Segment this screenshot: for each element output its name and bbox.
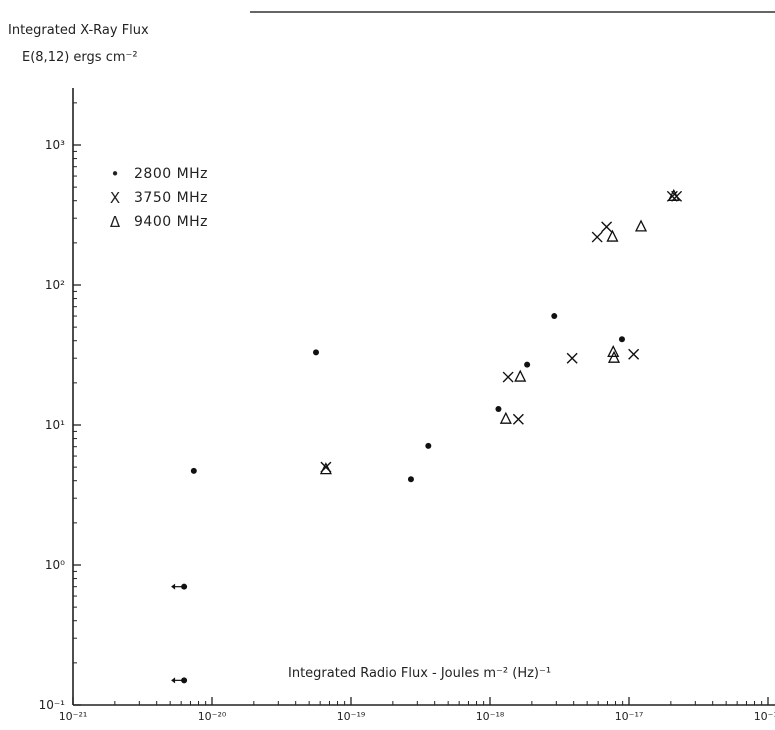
point-3750mhz	[502, 371, 514, 383]
legend-entry-3750: X 3750 MHz	[100, 186, 208, 210]
point-2800mhz	[190, 467, 197, 474]
point-9400mhz	[606, 229, 619, 242]
point-3750mhz	[591, 231, 603, 243]
point-2800mhz	[618, 336, 625, 343]
y-axis-label-line-2: E(8,12) ergs cm⁻²	[22, 50, 138, 65]
upper-limit-arrow-head	[171, 583, 176, 590]
y-tick-label: 10⁻¹	[39, 698, 66, 712]
point-3750mhz	[566, 352, 578, 364]
x-tick-label: 10⁻¹⁶	[754, 710, 775, 723]
x-tick-label: 10⁻²¹	[59, 710, 88, 723]
legend-dot-marker: •	[110, 165, 120, 183]
point-9400mhz	[667, 188, 680, 201]
point-9400mhz	[634, 219, 648, 232]
point-2800mhz	[407, 476, 414, 483]
point-3750mhz	[512, 413, 524, 425]
y-tick-label: 10²	[45, 278, 65, 292]
point-2800mhz	[524, 361, 531, 368]
y-tick-label: 10¹	[45, 418, 65, 432]
x-tick-label: 10⁻¹⁸	[476, 710, 505, 723]
x-tick-label: 10⁻²⁰	[198, 710, 227, 723]
upper-limit-arrow-head	[171, 677, 176, 684]
x-axis-label: Integrated Radio Flux - Joules m⁻² (Hz)⁻…	[288, 666, 552, 681]
x-tick-label: 10⁻¹⁷	[615, 710, 644, 723]
point-2800mhz	[181, 583, 188, 590]
y-tick-label: 10³	[45, 138, 65, 152]
legend-label-3750: 3750 MHz	[134, 190, 209, 206]
point-2800mhz	[495, 406, 502, 413]
legend-triangle-marker: Δ	[109, 213, 121, 231]
point-3750mhz	[628, 348, 640, 360]
point-3750mhz	[601, 221, 613, 233]
legend: • 2800 MHz X 3750 MHz Δ 9400 MHz	[100, 162, 208, 234]
legend-x-marker: X	[109, 189, 121, 207]
legend-entry-9400: Δ 9400 MHz	[100, 210, 208, 234]
point-9400mhz	[607, 344, 620, 358]
point-2800mhz	[312, 349, 319, 356]
point-2800mhz	[551, 313, 558, 320]
point-2800mhz	[425, 442, 432, 449]
y-tick-label: 10⁰	[45, 558, 65, 572]
point-9400mhz	[514, 369, 527, 382]
point-2800mhz	[181, 677, 188, 684]
point-9400mhz	[499, 411, 512, 424]
legend-label-2800: 2800 MHz	[134, 166, 209, 182]
point-9400mhz	[607, 350, 621, 363]
point-9400mhz	[319, 462, 332, 475]
legend-entry-2800: • 2800 MHz	[100, 162, 208, 186]
legend-label-9400: 9400 MHz	[134, 214, 209, 230]
y-axis-label-line-1: Integrated X-Ray Flux	[8, 23, 149, 38]
x-tick-label: 10⁻¹⁹	[337, 710, 366, 723]
